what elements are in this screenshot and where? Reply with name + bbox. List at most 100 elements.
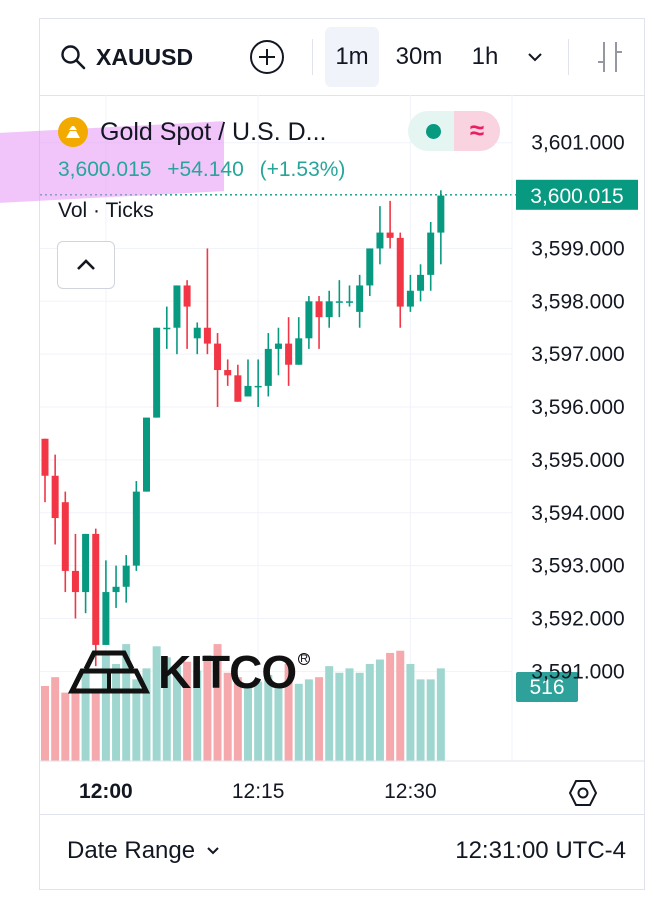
candle [346, 285, 353, 307]
compare-add-button[interactable] [246, 19, 288, 95]
candle-body [417, 274, 425, 291]
legend-change-pct: (+1.53%) [259, 158, 346, 181]
candle [203, 248, 211, 355]
kitco-logo: KITCO R [68, 645, 311, 699]
chart-legend: Gold Spot / U.S. D... ≈ 3,600.015 +54.14… [58, 111, 500, 222]
candle [417, 264, 425, 302]
chart-widget: XAUUSD 1m 30m 1h [0, 18, 645, 890]
indicator-toggle[interactable]: ≈ [408, 111, 500, 151]
candle [71, 533, 79, 619]
collapse-legend-button[interactable] [57, 241, 115, 289]
candle-body [325, 301, 333, 318]
candle-body [82, 533, 90, 593]
volume-badge [516, 672, 578, 702]
registered-mark: R [298, 653, 311, 665]
candle [356, 274, 364, 328]
volume-bar [71, 688, 80, 761]
chart-overlays: 3,600.015 516 [40, 179, 638, 702]
volume-bar [132, 679, 141, 761]
price-axis: 3,601.000 3,599.000 3,598.000 3,597.000 3,59… [40, 95, 644, 803]
candle [61, 491, 69, 593]
candle-body [366, 248, 374, 286]
legend-values: 3,600.015 +54.140 (+1.53%) [58, 158, 355, 182]
symbol-search[interactable]: XAUUSD [60, 19, 193, 95]
volume-bar [112, 663, 121, 761]
candle-body [61, 502, 69, 571]
candle-body [285, 343, 293, 365]
candle [112, 565, 120, 608]
volume-bar [365, 663, 374, 761]
volume-bar [213, 644, 222, 761]
volume-bar [122, 644, 131, 761]
candle [285, 317, 293, 386]
volume-bar [244, 688, 252, 761]
interval-30m[interactable]: 30m [395, 43, 443, 70]
price-tick-label: 3,593.000 [531, 555, 624, 578]
volume-bars [41, 644, 445, 761]
interval-1h[interactable]: 1h [471, 43, 499, 70]
candlestick-chart[interactable]: 3,600.015 516 3,601.000 3,599.000 3,598.000… [40, 19, 644, 815]
gold-coin-icon [58, 117, 88, 147]
search-icon [61, 45, 86, 70]
candle [173, 285, 181, 355]
candle [427, 222, 435, 291]
candle [51, 454, 59, 545]
last-price-label: 3,600.015 [530, 185, 623, 208]
candle-body [386, 232, 394, 238]
volume-bar [396, 650, 405, 761]
chevron-down-icon [528, 53, 542, 62]
candle [183, 280, 191, 349]
candle-body [153, 327, 161, 418]
chart-style-button[interactable] [588, 19, 632, 95]
candle [82, 533, 90, 614]
price-tick-label: 3,592.000 [531, 607, 624, 630]
volume-bar [81, 668, 90, 761]
toolbar-divider [312, 39, 313, 75]
candle-body [295, 338, 303, 365]
candle [234, 364, 242, 402]
volume-bar [345, 668, 354, 761]
candle-body [122, 565, 130, 587]
candle-body [193, 327, 201, 339]
date-range-button[interactable]: Date Range [67, 837, 221, 865]
symbol-label: XAUUSD [96, 43, 194, 70]
chart-settings-button[interactable] [563, 773, 603, 813]
candle [224, 359, 232, 386]
time-tick-label: 12:00 [79, 780, 133, 803]
candle-body [102, 592, 110, 645]
candle-body [254, 385, 262, 388]
price-tick-label: 3,601.000 [531, 132, 624, 155]
price-tick-label: 3,598.000 [531, 290, 624, 313]
candle [437, 190, 445, 265]
chart-footer: Date Range 12:31:00 UTC-4 [40, 814, 644, 889]
candle-body [335, 301, 343, 303]
volume-bar [193, 670, 202, 761]
candle-body [51, 475, 59, 519]
volume-bar [325, 666, 334, 761]
candle-body [264, 348, 272, 386]
candle-body [132, 491, 140, 566]
volume-bar [152, 646, 161, 761]
price-tick-label: 3,594.000 [531, 502, 624, 525]
price-tick-label: 3,597.000 [531, 343, 624, 366]
volume-bar [142, 668, 151, 761]
candle-body [41, 438, 49, 476]
interval-1m[interactable]: 1m [325, 27, 379, 87]
price-tick-label: 3,599.000 [531, 237, 624, 260]
volume-bar [61, 692, 70, 761]
candle-series [41, 190, 445, 667]
status-dot-icon [426, 124, 441, 139]
kitco-bars-icon [68, 650, 150, 694]
chevron-down-icon [207, 847, 219, 855]
price-tick-label: 3,591.000 [531, 660, 624, 683]
candle [143, 417, 150, 492]
candle-body [183, 285, 191, 307]
volume-bar [304, 679, 313, 761]
candle [366, 248, 374, 297]
candle [396, 232, 404, 328]
candle [102, 560, 110, 645]
plus-circle-icon [250, 40, 284, 74]
volume-bar [436, 668, 445, 761]
interval-dropdown[interactable] [520, 19, 550, 95]
candle [122, 555, 130, 603]
